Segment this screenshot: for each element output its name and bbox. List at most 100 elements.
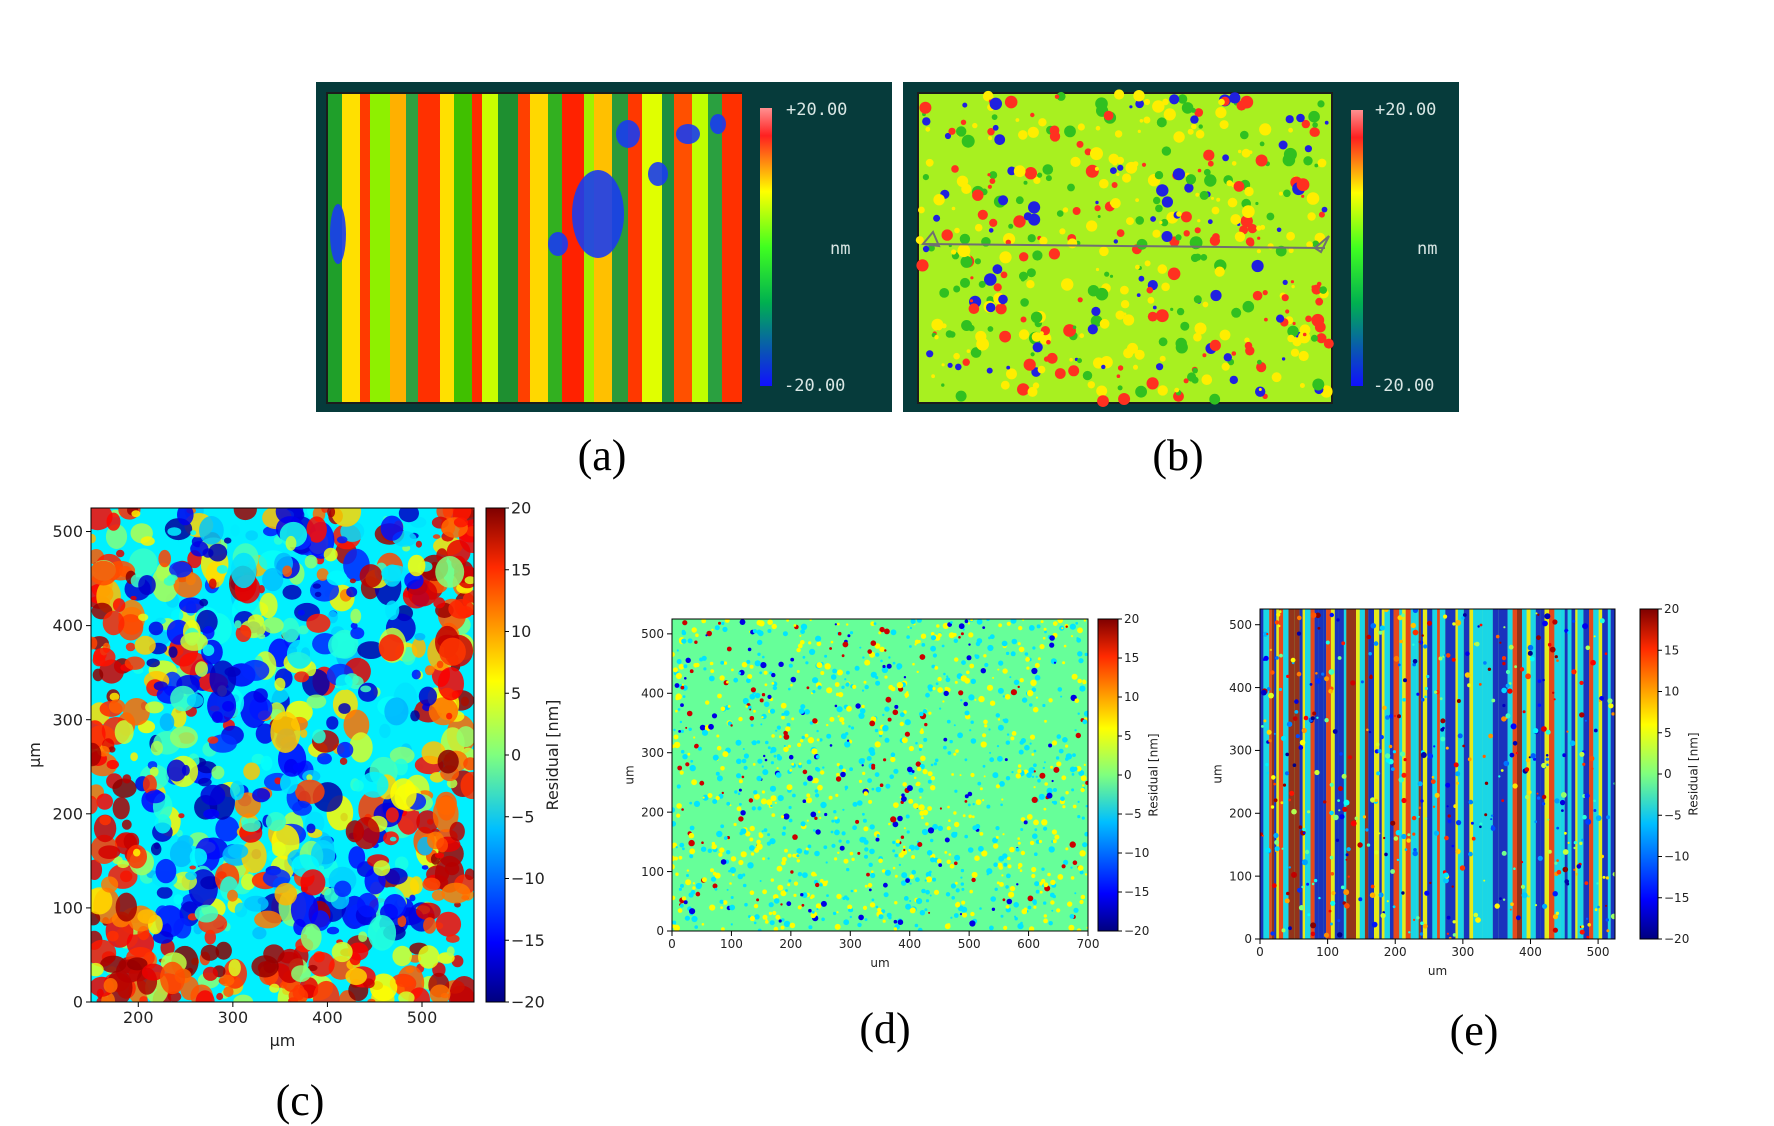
heat-dot	[915, 877, 920, 883]
heat-dot	[1034, 674, 1041, 681]
heat-dot	[1606, 929, 1610, 933]
heat-dot	[1582, 762, 1586, 766]
heat-dot	[881, 869, 886, 873]
x-tick-label: 0	[668, 937, 676, 951]
b-speckle	[1172, 168, 1185, 181]
heat-dot	[1418, 640, 1421, 644]
b-speckle	[1030, 352, 1035, 357]
heat-blob	[306, 516, 327, 543]
b-speckle	[1231, 161, 1237, 166]
heat-blob	[112, 797, 130, 820]
heat-blob	[146, 658, 160, 668]
heat-dot	[817, 685, 822, 690]
heat-dot	[786, 619, 789, 622]
heat-dot	[1017, 862, 1023, 868]
heat-dot	[688, 839, 695, 847]
heat-dot	[767, 833, 771, 837]
heat-dot	[933, 762, 938, 766]
heat-dot	[905, 814, 910, 819]
heat-dot	[997, 687, 1004, 694]
b-speckle	[1157, 264, 1168, 274]
heat-dot	[1585, 645, 1591, 651]
heat-dot	[780, 702, 787, 709]
a-stripe	[722, 94, 742, 402]
heat-dot	[784, 848, 788, 853]
heat-dot	[1079, 899, 1084, 905]
heat-stripe	[1482, 609, 1488, 939]
heat-blob	[207, 736, 219, 744]
heat-blob	[446, 934, 460, 943]
heat-dot	[1424, 686, 1428, 691]
heat-dot	[1505, 683, 1510, 688]
heat-dot	[804, 709, 810, 715]
heat-dot	[862, 818, 867, 823]
b-speckle	[1301, 119, 1310, 129]
heat-dot	[1514, 665, 1517, 669]
heat-dot	[943, 737, 948, 742]
b-speckle	[1183, 230, 1190, 237]
heat-dot	[1413, 848, 1417, 852]
heat-dot	[730, 896, 734, 899]
heat-dot	[1317, 626, 1321, 630]
heat-dot	[692, 886, 696, 890]
heat-dot	[883, 892, 889, 898]
heat-dot	[1016, 883, 1019, 886]
heat-dot	[998, 623, 1002, 628]
heat-dot	[869, 902, 876, 908]
heat-dot	[1017, 923, 1024, 930]
heat-blob	[282, 584, 302, 600]
heat-blob	[197, 761, 217, 774]
b-speckle	[1070, 156, 1081, 167]
heat-dot	[1477, 625, 1480, 628]
heat-blob	[350, 608, 362, 624]
heat-dot	[959, 774, 962, 777]
heat-dot	[750, 687, 757, 693]
heat-dot	[719, 847, 725, 853]
heat-blob	[436, 838, 448, 853]
heat-dot	[881, 666, 889, 673]
b-speckle	[1287, 325, 1299, 337]
heat-blob	[260, 755, 273, 771]
heat-dot	[1027, 895, 1034, 902]
b-speckle	[1240, 95, 1254, 109]
caption-b: (b)	[1152, 431, 1204, 480]
heat-dot	[1447, 814, 1451, 818]
heat-dot	[1266, 729, 1272, 735]
heat-dot	[864, 854, 868, 859]
heat-dot	[915, 761, 921, 767]
heat-dot	[677, 765, 683, 771]
heat-dot	[998, 855, 1005, 862]
heat-dot	[1041, 878, 1046, 884]
heat-dot	[1291, 871, 1297, 878]
heat-dot	[759, 671, 763, 675]
heat-dot	[960, 632, 964, 636]
b-speckle	[1046, 339, 1051, 345]
b-speckle	[1023, 212, 1032, 221]
heat-stripe	[1589, 609, 1594, 939]
heat-dot	[1053, 661, 1057, 664]
caption-e: (e)	[1449, 1006, 1499, 1055]
heat-dot	[954, 657, 959, 662]
heat-dot	[765, 740, 769, 745]
heat-dot	[982, 764, 986, 768]
heat-dot	[1015, 847, 1020, 852]
b-speckle	[1143, 116, 1151, 124]
heat-blob	[99, 815, 111, 826]
heat-dot	[1465, 651, 1470, 656]
heat-dot	[984, 662, 989, 668]
b-speckle	[999, 330, 1011, 343]
heat-blob	[154, 814, 172, 834]
heat-blob	[219, 974, 235, 987]
heat-blob	[173, 571, 203, 598]
cb-tick-label: 10	[1124, 690, 1139, 704]
b-speckle	[1086, 225, 1089, 228]
heat-dot	[1384, 753, 1391, 759]
heat-dot	[953, 913, 959, 918]
b-speckle	[1154, 171, 1164, 180]
b-profile-end	[1313, 235, 1330, 254]
heat-dot	[953, 752, 957, 756]
heat-dot	[1021, 697, 1028, 703]
heat-stripe	[1439, 609, 1446, 939]
heat-dot	[837, 631, 842, 636]
heat-dot	[1084, 831, 1088, 837]
